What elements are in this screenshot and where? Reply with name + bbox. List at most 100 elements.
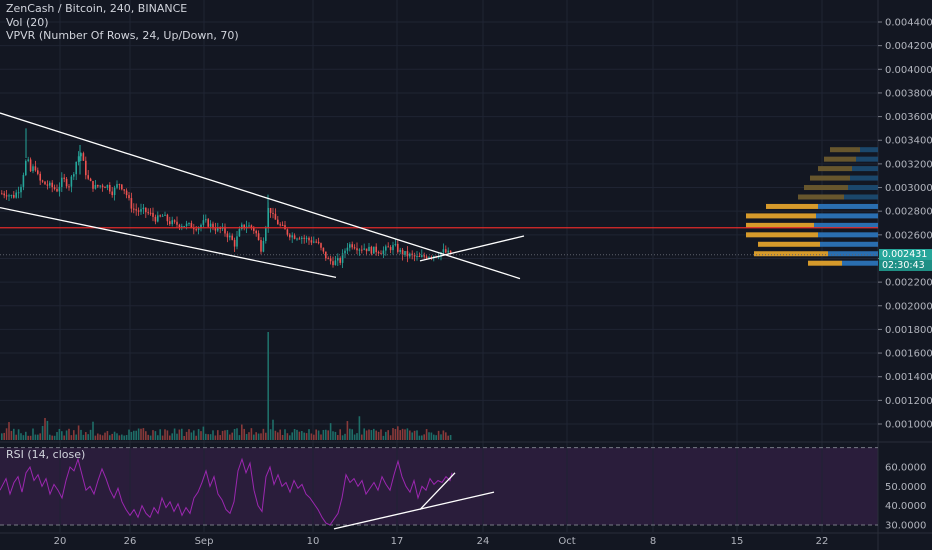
volume-bar — [209, 434, 212, 440]
candle-body — [188, 222, 190, 224]
candle-body — [111, 191, 113, 196]
candle-body — [89, 178, 92, 182]
candle-body — [190, 222, 193, 229]
volume-bar — [267, 332, 269, 440]
volume-bar — [106, 431, 109, 440]
volume-bar — [202, 426, 205, 440]
candle-body — [329, 258, 332, 262]
volume-bar — [77, 425, 80, 440]
volume-bar — [152, 430, 154, 440]
volume-bar — [68, 428, 70, 440]
volume-bar — [433, 434, 435, 440]
time-axis-tick-label: 20 — [54, 536, 67, 547]
volume-bar — [92, 421, 94, 440]
volume-bar — [286, 433, 289, 440]
candle-body — [325, 251, 327, 259]
candle-body — [277, 219, 279, 225]
candle-body — [22, 175, 25, 187]
volume-bar — [44, 417, 46, 440]
time-axis-tick-label: 26 — [124, 536, 137, 547]
last-price-tag: 0.002431 — [879, 249, 932, 260]
volume-bar — [406, 428, 409, 440]
price-axis-tick-label: 0.003000 — [885, 183, 932, 194]
legend-volume[interactable]: Vol (20) — [6, 16, 49, 29]
candle-body — [286, 229, 289, 235]
candle-body — [257, 233, 260, 241]
time-axis-tick-label: 17 — [391, 536, 404, 547]
candle-body — [401, 249, 404, 256]
candle-body — [399, 249, 401, 252]
candle-body — [130, 198, 133, 209]
volume-bar — [339, 429, 341, 440]
candle-body — [339, 258, 341, 263]
volume-bar — [265, 432, 267, 440]
volume-bar — [301, 431, 303, 440]
candle-body — [142, 207, 145, 210]
volume-bar — [409, 430, 411, 440]
volume-bar — [257, 433, 260, 440]
volume-bar — [363, 428, 365, 440]
volume-bar — [346, 421, 349, 440]
candle-body — [121, 184, 123, 190]
candle-body — [356, 248, 358, 251]
candle-body — [32, 166, 34, 172]
candle-body — [262, 241, 265, 252]
vpvr-down-row-6 — [766, 203, 818, 209]
candle-body — [449, 250, 452, 255]
volume-bar — [25, 431, 27, 440]
volume-bar — [435, 435, 437, 440]
vpvr-up-row-6 — [818, 203, 878, 209]
price-axis-tick-label: 0.004200 — [885, 41, 932, 52]
vpvr-up-row-12 — [842, 260, 878, 266]
volume-bar — [140, 428, 142, 440]
price-axis-tick-label: 0.003400 — [885, 136, 932, 147]
time-axis-tick-label: Sep — [195, 536, 214, 547]
volume-bar — [277, 432, 279, 440]
candle-body — [113, 187, 116, 196]
volume-bar — [101, 435, 104, 440]
volume-bar — [161, 435, 164, 440]
candle-body — [87, 175, 89, 179]
candle-body — [94, 184, 97, 189]
volume-bar — [241, 424, 243, 440]
volume-bar — [344, 433, 346, 440]
volume-bar — [188, 429, 190, 440]
time-axis-tick-label: 10 — [307, 536, 320, 547]
price-axis-tick-label: 0.003600 — [885, 112, 932, 123]
vpvr-down-row-5 — [798, 194, 844, 200]
candle-body — [382, 250, 385, 254]
candle-body — [166, 214, 169, 222]
volume-bar — [375, 430, 377, 440]
volume-bar — [298, 431, 301, 440]
legend-symbol[interactable]: ZenCash / Bitcoin, 240, BINANCE — [6, 2, 188, 15]
candle-body — [25, 160, 27, 176]
candle-body — [255, 230, 257, 234]
vpvr-up-row-1 — [856, 156, 878, 162]
volume-bar — [231, 432, 233, 440]
countdown-tag: 02:30:43 — [879, 260, 932, 271]
volume-bar — [157, 435, 159, 440]
candle-body — [411, 253, 413, 255]
volume-bar — [145, 431, 147, 440]
legend-rsi[interactable]: RSI (14, close) — [6, 448, 86, 461]
volume-bar — [212, 430, 214, 440]
candle-body — [133, 208, 135, 210]
candle-body — [63, 177, 65, 179]
candle-body — [8, 195, 10, 197]
legend-vpvr[interactable]: VPVR (Number Of Rows, 24, Up/Down, 70) — [6, 29, 239, 42]
volume-bar — [291, 432, 293, 440]
volume-bar — [353, 434, 356, 440]
volume-bar — [123, 435, 125, 440]
volume-bar — [337, 435, 339, 440]
volume-bar — [387, 430, 389, 440]
candle-body — [217, 227, 219, 231]
candle-body — [289, 234, 291, 238]
volume-bar — [116, 433, 118, 440]
volume-bar — [349, 428, 351, 440]
volume-bar — [104, 432, 106, 440]
volume-bar — [250, 428, 253, 440]
vpvr-down-row-3 — [810, 175, 850, 181]
rsi-axis-tick-label: 60.0000 — [885, 463, 926, 474]
